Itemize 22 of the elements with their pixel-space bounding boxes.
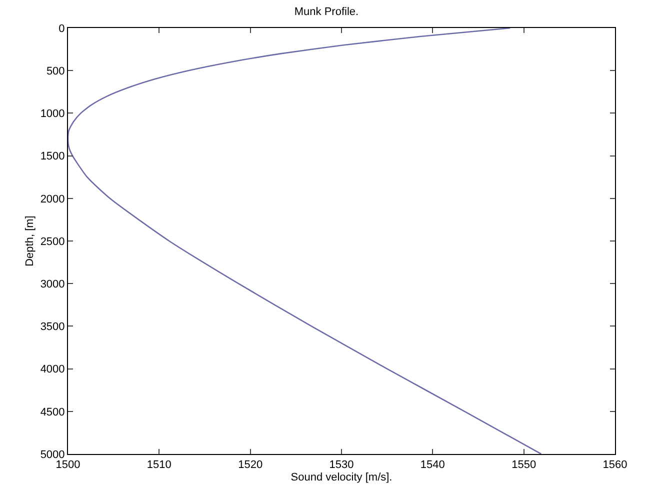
y-tick-label: 2500 [40,236,65,248]
y-tick-label: 4500 [40,406,65,418]
x-tick-label: 1520 [238,459,263,472]
y-axis-title: Depth, [m] [24,216,36,266]
x-tick-label: 1550 [512,459,536,472]
line-series [68,28,542,454]
y-tick-label: 1500 [40,150,65,163]
x-tick-label: 1500 [56,459,80,472]
y-tick-label: 3000 [40,278,65,290]
x-tick-label: 1510 [146,459,172,472]
x-tick-label: 1540 [420,459,445,472]
chart-title: Munk Profile. [294,6,359,18]
y-tick-label: 2000 [40,193,65,206]
x-tick-label: 1530 [329,459,354,472]
y-tick-label: 1000 [40,108,65,120]
x-tick-label: 1560 [602,459,628,472]
y-tick-label: 0 [58,22,65,35]
y-tick-label: 500 [46,65,65,78]
y-tick-label: 4000 [40,364,65,376]
x-axis-title: Sound velocity [m/s]. [290,471,392,484]
y-tick-label: 5000 [40,448,65,461]
y-tick-label: 3500 [40,321,65,334]
